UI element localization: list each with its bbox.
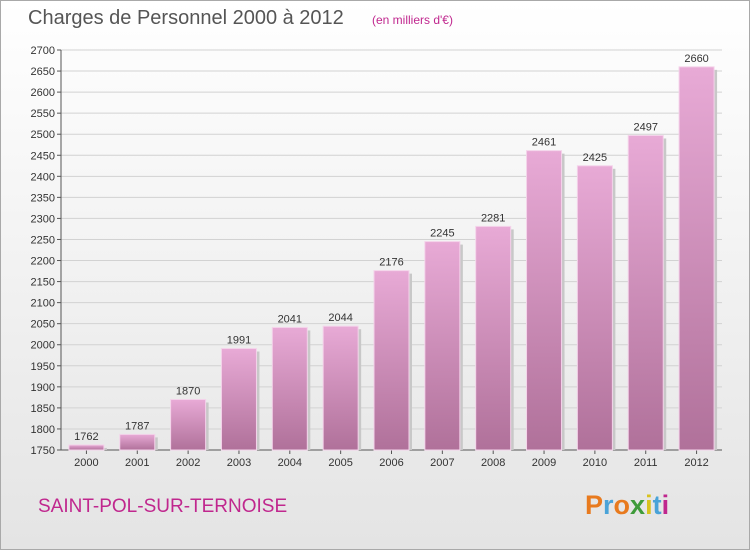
logo-letter: o <box>613 490 631 520</box>
y-tick-label: 2500 <box>31 129 55 141</box>
y-tick-label: 2550 <box>31 108 55 120</box>
x-tick-label: 2010 <box>583 457 607 469</box>
bar <box>220 348 257 451</box>
y-tick-label: 2450 <box>31 150 55 162</box>
x-tick-label: 2002 <box>176 457 200 469</box>
y-tick-label: 1800 <box>31 424 55 436</box>
location-label: SAINT-POL-SUR-TERNOISE <box>38 496 288 517</box>
bar <box>68 444 105 451</box>
bar <box>475 225 512 451</box>
data-labels: 1762 1787 1870 1991 2041 2044 2176 2245 2281 2461… <box>74 53 709 443</box>
y-tick-label: 1950 <box>31 361 55 373</box>
bar-value-label: 2041 <box>278 313 302 325</box>
bar <box>526 150 563 451</box>
y-tick-label: 1900 <box>31 382 55 394</box>
bar <box>576 165 613 451</box>
proxiti-logo: Proxiti <box>585 490 669 521</box>
bar-value-label: 2176 <box>379 257 403 269</box>
axes: 1750 1800 1850 1900 1950 2000 2050 2100 2150 2200… <box>31 45 722 469</box>
logo-letter: t <box>652 490 662 520</box>
logo-letter: i <box>661 490 670 520</box>
bar-value-label: 2245 <box>430 228 454 240</box>
bar <box>119 433 156 451</box>
bar <box>678 66 715 451</box>
x-tick-label: 2006 <box>379 457 403 469</box>
x-tick-label: 2011 <box>634 457 658 469</box>
bar-value-label: 2044 <box>328 312 352 324</box>
bar <box>271 326 308 451</box>
x-tick-label: 2012 <box>684 457 708 469</box>
bar-value-label: 2660 <box>684 53 708 65</box>
logo-letter: r <box>603 490 614 520</box>
chart-title: Charges de Personnel 2000 à 2012 <box>28 7 344 29</box>
x-tick-label: 2004 <box>278 457 302 469</box>
bar-value-label: 1870 <box>176 385 200 397</box>
y-tick-label: 2300 <box>31 213 55 225</box>
logo-letter: x <box>630 490 646 520</box>
chart-subtitle: (en milliers d'€) <box>372 13 453 27</box>
bar-value-label: 2497 <box>633 121 657 133</box>
bar-value-label: 1787 <box>125 420 149 432</box>
x-tick-label: 2000 <box>74 457 98 469</box>
y-tick-label: 1750 <box>31 445 55 457</box>
bar <box>322 325 359 451</box>
logo-letter: P <box>585 490 604 520</box>
y-tick-label: 2400 <box>31 171 55 183</box>
y-tick-label: 2650 <box>31 66 55 78</box>
bar-value-label: 2281 <box>481 212 505 224</box>
y-tick-label: 2000 <box>31 340 55 352</box>
x-tick-label: 2009 <box>532 457 556 469</box>
bar <box>627 134 664 451</box>
y-tick-label: 2100 <box>31 298 55 310</box>
y-tick-label: 2700 <box>31 45 55 57</box>
y-tick-label: 2350 <box>31 192 55 204</box>
bar-value-label: 1991 <box>227 335 251 347</box>
y-tick-label: 2600 <box>31 87 55 99</box>
y-tick-label: 2050 <box>31 319 55 331</box>
bar-value-label: 2425 <box>583 152 607 164</box>
x-tick-label: 2001 <box>125 457 149 469</box>
y-tick-label: 2150 <box>31 277 55 289</box>
bar <box>170 398 207 451</box>
bar <box>373 270 410 451</box>
bar-value-label: 1762 <box>74 431 98 443</box>
y-tick-label: 2250 <box>31 234 55 246</box>
x-tick-label: 2005 <box>328 457 352 469</box>
bar <box>424 241 461 451</box>
bars <box>68 66 718 451</box>
y-tick-label: 1850 <box>31 403 55 415</box>
y-tick-label: 2200 <box>31 256 55 268</box>
x-tick-label: 2007 <box>430 457 454 469</box>
bar-value-label: 2461 <box>532 137 556 149</box>
x-tick-label: 2008 <box>481 457 505 469</box>
x-tick-label: 2003 <box>227 457 251 469</box>
logo-letter: i <box>645 490 653 520</box>
